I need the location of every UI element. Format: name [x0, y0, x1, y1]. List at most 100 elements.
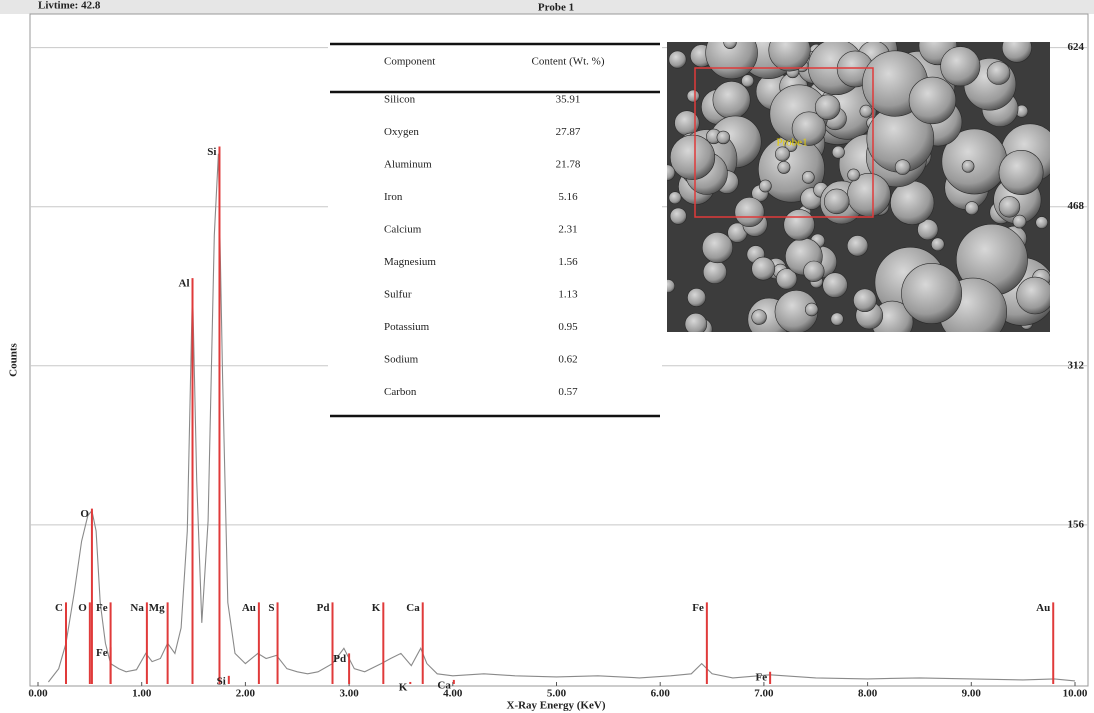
probe-label: Probe1: [776, 137, 807, 149]
particle: [831, 313, 844, 326]
y-tick-label: 468: [1068, 200, 1085, 212]
element-label: Au: [242, 602, 256, 614]
element-label: Al: [179, 278, 190, 290]
y-tick-label: 312: [1068, 359, 1085, 371]
particle: [759, 180, 771, 192]
element-label: O: [80, 508, 89, 520]
x-tick-label: 5.00: [547, 688, 567, 700]
table-cell: Magnesium: [384, 256, 436, 268]
table-header: Component: [384, 56, 435, 68]
particle: [999, 150, 1043, 194]
particle: [1013, 215, 1026, 228]
table-cell: 5.16: [558, 191, 578, 203]
x-tick-label: 0.00: [28, 688, 48, 700]
particle: [931, 238, 944, 251]
particle: [999, 196, 1020, 217]
table-cell: Oxygen: [384, 126, 419, 138]
table-cell: 35.91: [556, 94, 581, 106]
particle: [815, 95, 840, 120]
particle: [717, 131, 730, 144]
particle: [823, 273, 848, 298]
particle: [962, 160, 974, 172]
x-tick-label: 7.00: [754, 688, 774, 700]
particle: [824, 189, 849, 214]
particle: [687, 90, 699, 102]
x-axis-label: X-Ray Energy (KeV): [507, 700, 606, 712]
element-label: Mg: [149, 602, 165, 614]
element-label: S: [268, 602, 274, 614]
particle: [1017, 277, 1054, 314]
table-cell: Carbon: [384, 386, 417, 398]
x-tick-label: 9.00: [962, 688, 982, 700]
particle: [687, 288, 705, 306]
table-cell: 21.78: [556, 159, 581, 171]
table-cell: Sulfur: [384, 289, 412, 301]
element-label: Fe: [96, 647, 108, 659]
particle: [670, 208, 686, 224]
table-cell: Calcium: [384, 224, 422, 236]
particle: [847, 235, 868, 256]
particle: [685, 313, 707, 335]
particle: [941, 47, 980, 86]
x-tick-label: 2.00: [236, 688, 256, 700]
particle: [775, 147, 789, 161]
particle: [669, 192, 681, 204]
x-tick-label: 10.00: [1063, 688, 1088, 700]
particle: [1036, 217, 1048, 229]
element-label: Ca: [406, 602, 420, 614]
table-cell: 2.31: [558, 224, 577, 236]
element-label: Na: [130, 602, 144, 614]
table-cell: Sodium: [384, 354, 419, 366]
particle: [802, 171, 814, 183]
chart-title: Probe 1: [538, 2, 574, 14]
x-tick-label: 1.00: [132, 688, 152, 700]
sem-image: Probe1: [659, 19, 1059, 346]
table-cell: 1.56: [558, 256, 578, 268]
table-cell: 1.13: [558, 289, 578, 301]
table-cell: 27.87: [556, 126, 581, 138]
particle: [965, 202, 978, 215]
element-label: Ca: [437, 679, 451, 691]
table-bg: [328, 40, 662, 418]
particle: [804, 261, 825, 282]
particle: [901, 263, 961, 323]
table-cell: 0.57: [558, 386, 578, 398]
element-label: Pd: [317, 602, 330, 614]
element-label: Au: [1036, 602, 1050, 614]
particle: [703, 260, 726, 283]
particle: [669, 51, 686, 68]
particle: [987, 62, 1010, 85]
particle: [860, 105, 872, 117]
element-label: K: [399, 681, 408, 693]
particle: [895, 160, 910, 175]
x-tick-label: 8.00: [858, 688, 878, 700]
element-label: Fe: [96, 602, 108, 614]
element-label: Si: [207, 146, 216, 158]
particle: [735, 197, 764, 226]
y-tick-label: 624: [1068, 41, 1085, 53]
element-label: Pd: [333, 653, 346, 665]
x-tick-label: 6.00: [651, 688, 671, 700]
table-cell: 0.62: [558, 354, 577, 366]
element-label: Fe: [692, 602, 704, 614]
y-axis-label: Counts: [8, 342, 20, 376]
table-cell: Potassium: [384, 321, 430, 333]
table-cell: 0.95: [558, 321, 578, 333]
livetime: Livtime: 42.8: [38, 0, 101, 12]
particle: [909, 77, 956, 124]
particle: [784, 209, 815, 240]
y-tick-label: 156: [1068, 518, 1085, 530]
x-tick-label: 3.00: [339, 688, 359, 700]
particle: [805, 303, 818, 316]
particle: [741, 75, 753, 87]
element-label: O: [78, 602, 87, 614]
table-cell: Iron: [384, 191, 403, 203]
chart: Livtime: 42.8 Probe 1 Counts X-Ray Energ…: [0, 0, 1094, 713]
table-cell: Aluminum: [384, 159, 432, 171]
particle: [853, 289, 876, 312]
element-label: Si: [217, 675, 226, 687]
particle: [890, 181, 934, 225]
table-cell: Silicon: [384, 94, 416, 106]
element-label: Fe: [756, 671, 768, 683]
particle: [848, 169, 860, 181]
